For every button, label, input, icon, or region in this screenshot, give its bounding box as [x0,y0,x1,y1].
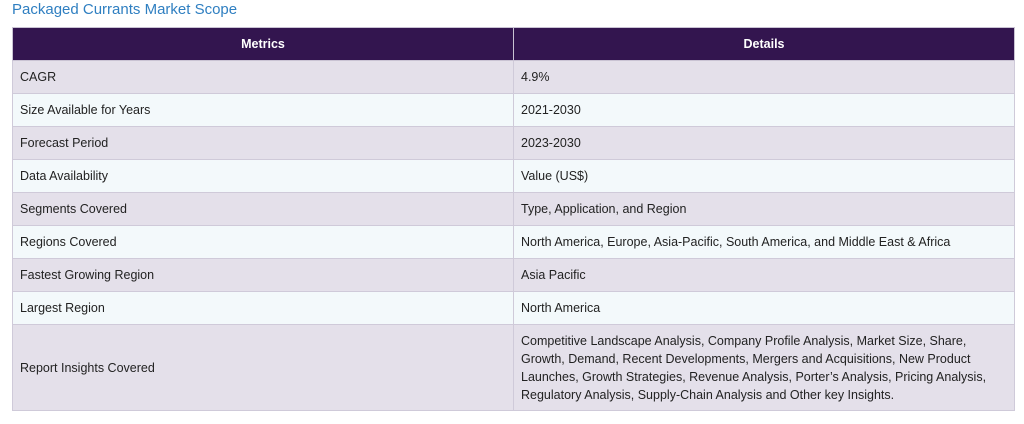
page-title: Packaged Currants Market Scope [12,1,238,18]
detail-cell: Asia Pacific [513,258,1015,292]
table-row: Fastest Growing Region Asia Pacific [12,258,1015,292]
detail-cell: Competitive Landscape Analysis, Company … [513,324,1015,411]
table-row: Segments Covered Type, Application, and … [12,192,1015,226]
table-row: Size Available for Years 2021-2030 [12,93,1015,127]
header-metrics: Metrics [12,27,514,61]
metric-cell: Fastest Growing Region [12,258,514,292]
detail-cell: North America [513,291,1015,325]
table-row: Report Insights Covered Competitive Land… [12,324,1015,411]
metric-cell: Segments Covered [12,192,514,226]
header-details: Details [513,27,1015,61]
table-row: Regions Covered North America, Europe, A… [12,225,1015,259]
metric-cell: Forecast Period [12,126,514,160]
metric-cell: Size Available for Years [12,93,514,127]
metric-cell: Largest Region [12,291,514,325]
table-row: Data Availability Value (US$) [12,159,1015,193]
detail-cell: Type, Application, and Region [513,192,1015,226]
table-row: Forecast Period 2023-2030 [12,126,1015,160]
detail-cell: 2023-2030 [513,126,1015,160]
table-row: CAGR 4.9% [12,60,1015,94]
detail-cell: North America, Europe, Asia-Pacific, Sou… [513,225,1015,259]
detail-cell: Value (US$) [513,159,1015,193]
table-header-row: Metrics Details [12,27,1015,61]
metric-cell: CAGR [12,60,514,94]
table-row: Largest Region North America [12,291,1015,325]
metric-cell: Regions Covered [12,225,514,259]
market-scope-table: Metrics Details CAGR 4.9% Size Available… [12,27,1015,411]
detail-cell: 2021-2030 [513,93,1015,127]
detail-cell: 4.9% [513,60,1015,94]
metric-cell: Report Insights Covered [12,324,514,411]
metric-cell: Data Availability [12,159,514,193]
